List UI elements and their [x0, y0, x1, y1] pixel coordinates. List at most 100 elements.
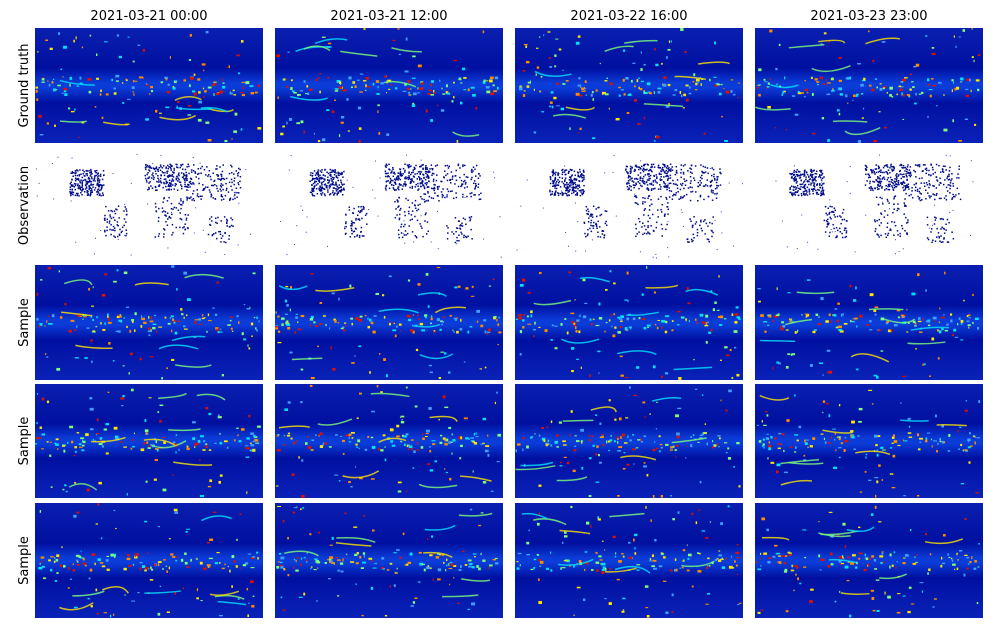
field-speck — [96, 77, 100, 80]
station-dot — [458, 234, 460, 236]
station-dot — [932, 173, 934, 175]
station-dot — [160, 154, 162, 156]
station-dot — [171, 173, 174, 176]
station-dot — [385, 185, 387, 188]
station-dot — [411, 179, 413, 182]
field-speck — [896, 309, 901, 312]
station-dot — [633, 184, 636, 187]
field-speck — [74, 446, 78, 449]
field-speck — [871, 88, 875, 92]
station-dot — [791, 176, 793, 178]
field-streak — [278, 285, 308, 291]
station-dot — [590, 213, 593, 215]
station-dot — [90, 183, 92, 185]
field-speck — [307, 445, 312, 449]
station-dot — [554, 191, 557, 193]
station-dot — [949, 192, 951, 194]
station-dot — [668, 182, 670, 185]
station-dot — [663, 171, 666, 174]
station-dot — [192, 164, 195, 166]
station-dot — [157, 174, 159, 177]
station-dot — [576, 194, 579, 196]
station-dot — [358, 219, 361, 221]
field-speck — [276, 54, 281, 58]
station-dot — [667, 177, 670, 179]
station-dot — [472, 166, 475, 169]
station-dot — [210, 216, 213, 218]
station-dot — [161, 171, 164, 173]
field-speck — [204, 90, 207, 93]
station-dot — [57, 156, 59, 158]
field-speck — [245, 445, 249, 447]
field-speck — [782, 324, 786, 328]
observation-map — [35, 153, 263, 258]
field-speck — [728, 389, 732, 393]
field-speck — [969, 78, 971, 82]
field-speck — [604, 80, 608, 82]
field-speck — [490, 92, 495, 96]
station-dot — [136, 153, 138, 155]
station-dot — [427, 200, 429, 202]
station-dot — [107, 210, 110, 212]
field-speck — [289, 308, 291, 312]
station-dot — [457, 164, 460, 167]
station-dot — [328, 187, 331, 189]
field-speck — [598, 302, 601, 306]
station-dot — [634, 195, 636, 198]
field-speck — [902, 78, 906, 82]
station-dot — [89, 190, 92, 192]
station-dot — [410, 171, 413, 174]
station-dot — [949, 212, 951, 214]
field-speck — [53, 88, 56, 92]
station-dot — [942, 171, 945, 173]
field-speck — [918, 93, 922, 95]
field-speck — [162, 488, 167, 492]
station-dot — [716, 184, 718, 187]
field-speck — [545, 443, 548, 447]
station-dot — [896, 209, 898, 212]
station-dot — [179, 166, 181, 169]
field-speck — [201, 317, 205, 320]
field-speck — [76, 325, 78, 329]
field-speck — [147, 330, 152, 333]
station-dot — [94, 175, 96, 178]
station-dot — [629, 172, 632, 175]
station-dot — [549, 176, 552, 179]
station-dot — [880, 234, 882, 237]
station-dot — [827, 223, 830, 226]
station-dot — [597, 206, 599, 209]
station-dot — [590, 224, 592, 227]
station-dot — [459, 228, 462, 230]
station-dot — [109, 216, 112, 218]
station-dot — [639, 177, 641, 179]
field-speck — [197, 440, 201, 443]
field-speck — [38, 114, 42, 118]
station-dot — [432, 178, 435, 181]
station-dot — [413, 181, 415, 183]
field-speck — [530, 314, 533, 318]
station-dot — [646, 184, 649, 186]
station-dot — [76, 174, 79, 177]
station-dot — [565, 169, 568, 171]
field-speck — [48, 83, 51, 87]
station-dot — [900, 163, 903, 166]
field-speck — [208, 412, 212, 416]
station-dot — [392, 168, 394, 171]
field-speck — [649, 413, 652, 415]
field-speck — [826, 93, 831, 96]
station-dot — [638, 231, 640, 233]
field-speck — [839, 330, 844, 333]
field-speck — [679, 91, 682, 94]
station-dot — [716, 249, 718, 251]
station-dot — [220, 190, 222, 192]
field-speck — [672, 445, 675, 448]
station-dot — [166, 181, 169, 184]
station-dot — [869, 182, 871, 185]
station-dot — [326, 187, 328, 189]
field-speck — [89, 34, 92, 37]
field-speck — [773, 315, 778, 318]
field-speck — [187, 104, 192, 107]
station-dot — [160, 174, 162, 176]
station-dot — [889, 167, 891, 169]
field-speck — [175, 434, 178, 436]
